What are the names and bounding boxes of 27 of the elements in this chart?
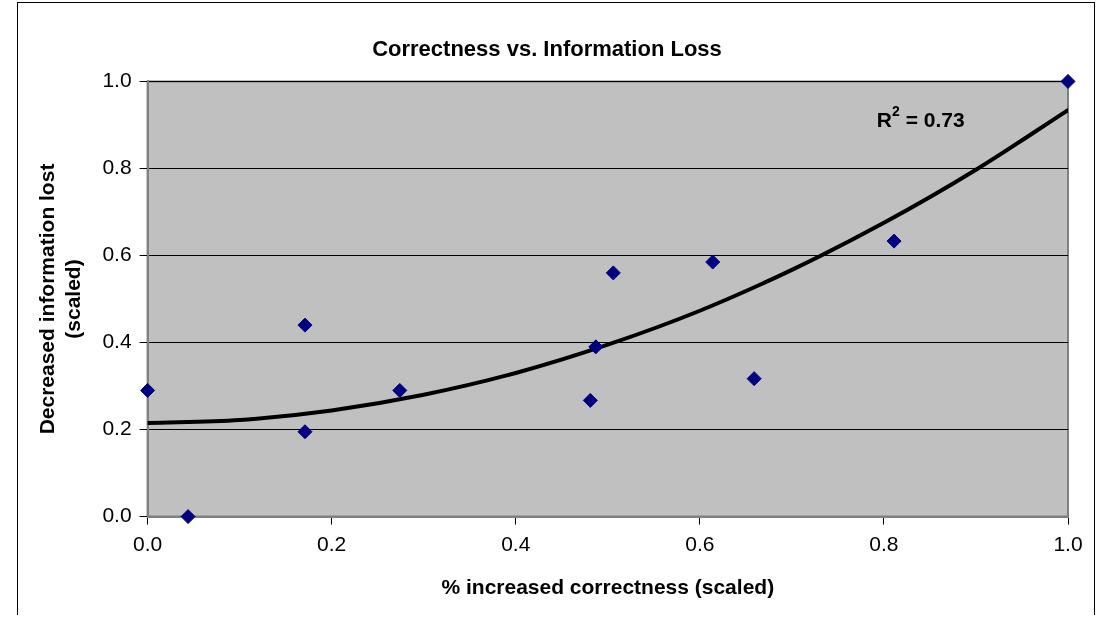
x-tick-label: 0.6 (685, 532, 715, 555)
y-axis-title: Decreased information lost (scaled) (35, 163, 84, 435)
y-tick-label: 0.2 (102, 416, 132, 440)
x-axis-title: % increased correctness (scaled) (441, 575, 775, 599)
y-tick-label: 0.8 (102, 155, 132, 179)
y-tick-label: 0.6 (102, 242, 132, 266)
point (746, 371, 762, 387)
point (582, 392, 598, 408)
chart-title: Correctness vs. Information Loss (372, 36, 722, 62)
point (588, 339, 604, 355)
x-tick-label: 0.4 (501, 532, 531, 555)
x-tick-label: 0.8 (869, 532, 899, 555)
point (180, 509, 196, 525)
point (705, 254, 721, 270)
y-tick-label: 1.0 (102, 68, 132, 92)
point (297, 317, 313, 333)
point (886, 233, 902, 249)
point (297, 424, 313, 440)
x-tick-label: 0.0 (132, 532, 163, 555)
point (605, 265, 621, 281)
point (1060, 73, 1076, 89)
point (140, 382, 156, 398)
y-tick-label: 0.0 (102, 503, 132, 527)
x-tick-label: 0.2 (317, 532, 347, 555)
y-tick-label: 0.4 (102, 329, 132, 353)
x-tick-label: 1.0 (1053, 532, 1083, 555)
point (392, 382, 408, 398)
